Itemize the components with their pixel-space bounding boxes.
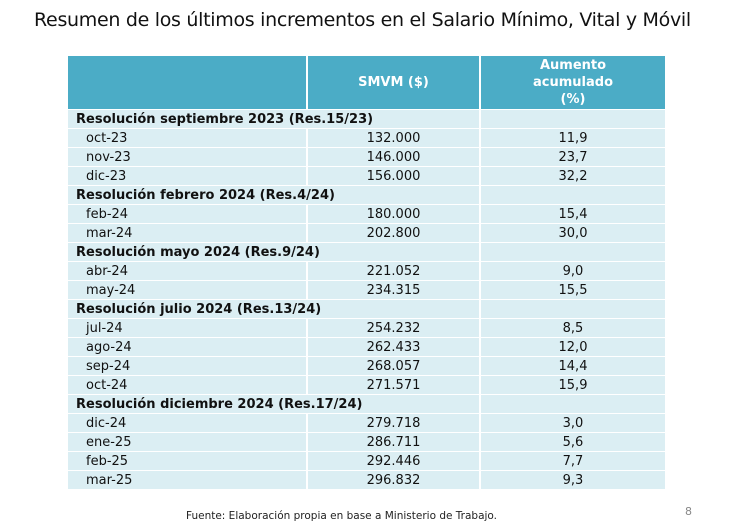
group-empty (481, 186, 665, 204)
group-row: Resolución febrero 2024 (Res.4/24) (68, 186, 665, 204)
month-cell: ago-24 (68, 338, 306, 356)
source-note: Fuente: Elaboración propia en base a Min… (186, 510, 498, 522)
month-cell: dic-24 (68, 414, 306, 432)
smvm-cell: 262.433 (308, 338, 479, 356)
smvm-table: SMVM ($) Aumento acumulado (%) Resolució… (66, 55, 667, 490)
smvm-cell: 286.711 (308, 433, 479, 451)
month-cell: dic-23 (68, 167, 306, 185)
month-cell: abr-24 (68, 262, 306, 280)
table-row: sep-24 268.057 14,4 (68, 357, 665, 375)
aumento-cell: 15,5 (481, 281, 665, 299)
table-row: ene-25 286.711 5,6 (68, 433, 665, 451)
group-row: Resolución septiembre 2023 (Res.15/23) (68, 110, 665, 128)
table-row: oct-24 271.571 15,9 (68, 376, 665, 394)
aumento-cell: 15,9 (481, 376, 665, 394)
aumento-cell: 8,5 (481, 319, 665, 337)
table-row: abr-24 221.052 9,0 (68, 262, 665, 280)
table-row: nov-23 146.000 23,7 (68, 148, 665, 166)
header-aumento: Aumento acumulado (%) (481, 56, 665, 109)
table-row: ago-24 262.433 12,0 (68, 338, 665, 356)
smvm-cell: 180.000 (308, 205, 479, 223)
group-row: Resolución julio 2024 (Res.13/24) (68, 300, 665, 318)
smvm-cell: 279.718 (308, 414, 479, 432)
aumento-cell: 5,6 (481, 433, 665, 451)
month-cell: jul-24 (68, 319, 306, 337)
group-row: Resolución mayo 2024 (Res.9/24) (68, 243, 665, 261)
group-label: Resolución septiembre 2023 (Res.15/23) (68, 110, 479, 128)
table-header: SMVM ($) Aumento acumulado (%) (68, 56, 665, 109)
smvm-cell: 234.315 (308, 281, 479, 299)
aumento-cell: 7,7 (481, 452, 665, 470)
month-cell: feb-25 (68, 452, 306, 470)
aumento-cell: 23,7 (481, 148, 665, 166)
group-label: Resolución julio 2024 (Res.13/24) (68, 300, 479, 318)
smvm-cell: 146.000 (308, 148, 479, 166)
table-row: oct-23 132.000 11,9 (68, 129, 665, 147)
group-label: Resolución mayo 2024 (Res.9/24) (68, 243, 479, 261)
smvm-cell: 132.000 (308, 129, 479, 147)
aumento-cell: 15,4 (481, 205, 665, 223)
group-label: Resolución febrero 2024 (Res.4/24) (68, 186, 479, 204)
smvm-cell: 202.800 (308, 224, 479, 242)
group-empty (481, 110, 665, 128)
smvm-cell: 156.000 (308, 167, 479, 185)
month-cell: nov-23 (68, 148, 306, 166)
smvm-cell: 271.571 (308, 376, 479, 394)
group-empty (481, 395, 665, 413)
page-number: 8 (685, 505, 692, 518)
month-cell: sep-24 (68, 357, 306, 375)
group-empty (481, 300, 665, 318)
aumento-cell: 32,2 (481, 167, 665, 185)
header-aumento-label: Aumento acumulado (%) (533, 58, 613, 107)
header-smvm: SMVM ($) (308, 56, 479, 109)
header-empty (68, 56, 306, 109)
month-cell: feb-24 (68, 205, 306, 223)
smvm-cell: 268.057 (308, 357, 479, 375)
group-empty (481, 243, 665, 261)
aumento-cell: 14,4 (481, 357, 665, 375)
table-row: jul-24 254.232 8,5 (68, 319, 665, 337)
aumento-cell: 9,3 (481, 471, 665, 489)
smvm-cell: 254.232 (308, 319, 479, 337)
table-row: mar-24 202.800 30,0 (68, 224, 665, 242)
slide-title: Resumen de los últimos incrementos en el… (34, 9, 691, 31)
table-row: feb-24 180.000 15,4 (68, 205, 665, 223)
month-cell: may-24 (68, 281, 306, 299)
month-cell: oct-23 (68, 129, 306, 147)
smvm-cell: 296.832 (308, 471, 479, 489)
aumento-cell: 30,0 (481, 224, 665, 242)
table-row: feb-25 292.446 7,7 (68, 452, 665, 470)
table-row: dic-24 279.718 3,0 (68, 414, 665, 432)
table-row: mar-25 296.832 9,3 (68, 471, 665, 489)
aumento-cell: 12,0 (481, 338, 665, 356)
table-row: may-24 234.315 15,5 (68, 281, 665, 299)
table-row: dic-23 156.000 32,2 (68, 167, 665, 185)
smvm-cell: 221.052 (308, 262, 479, 280)
aumento-cell: 3,0 (481, 414, 665, 432)
aumento-cell: 11,9 (481, 129, 665, 147)
group-row: Resolución diciembre 2024 (Res.17/24) (68, 395, 665, 413)
month-cell: mar-24 (68, 224, 306, 242)
month-cell: ene-25 (68, 433, 306, 451)
aumento-cell: 9,0 (481, 262, 665, 280)
smvm-cell: 292.446 (308, 452, 479, 470)
month-cell: mar-25 (68, 471, 306, 489)
month-cell: oct-24 (68, 376, 306, 394)
group-label: Resolución diciembre 2024 (Res.17/24) (68, 395, 479, 413)
